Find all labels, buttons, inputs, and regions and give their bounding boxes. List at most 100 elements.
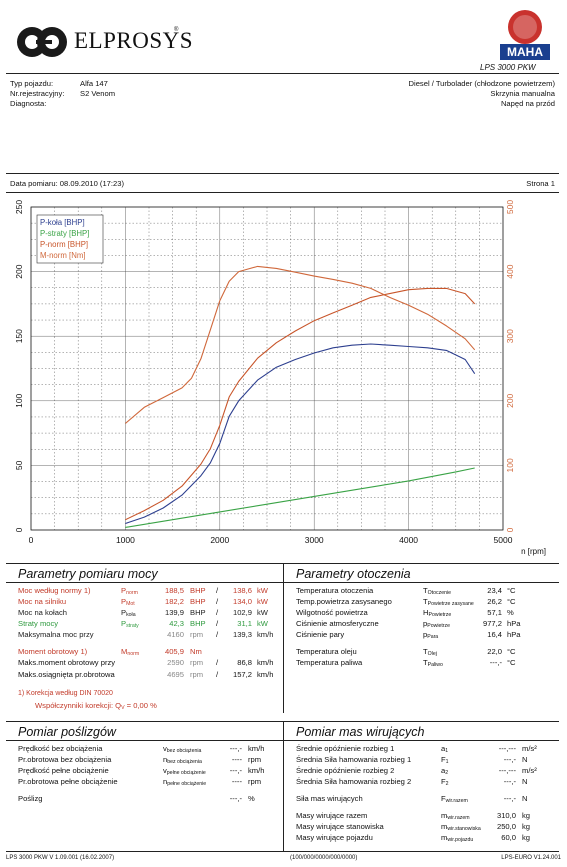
symbol: F1 xyxy=(441,755,449,765)
x-tick-label: 5000 xyxy=(494,535,513,545)
series-line xyxy=(125,287,476,521)
elprosys-logo: ELPROSYS ® xyxy=(16,22,216,62)
footer-center: (100/000/0000/000/0000) xyxy=(290,855,358,861)
symbol: a2 xyxy=(441,766,449,776)
slip-unit: km/h xyxy=(248,744,265,753)
power-param-unit-2: km/h xyxy=(257,630,274,639)
y-left-tick-label: 100 xyxy=(14,393,24,407)
power-params-title-rule xyxy=(6,582,283,583)
measurement-date: Data pomiaru: 08.09.2010 (17:23) xyxy=(10,179,124,188)
x-tick-label: 2000 xyxy=(210,535,229,545)
power-param-value-2: 102,9 xyxy=(232,608,252,617)
symbol: F2 xyxy=(441,777,449,787)
slip-title: Pomiar poślizgów xyxy=(18,725,116,739)
slip-title-rule xyxy=(6,740,283,741)
y-left-tick-label: 250 xyxy=(14,200,24,214)
page-number: Strona 1 xyxy=(526,179,555,188)
mass-unit: N xyxy=(522,755,528,764)
env-param-label: Temp.powietrza zasysanego xyxy=(296,597,392,606)
power-param-unit-2: kW xyxy=(257,586,268,595)
separator: / xyxy=(216,608,219,617)
x-tick-label: 1000 xyxy=(116,535,135,545)
env-param-label: Wilgotność powietrza xyxy=(296,608,368,617)
series-line xyxy=(125,467,475,528)
y-left-tick-label: 50 xyxy=(14,460,24,470)
sections-top-divider xyxy=(6,563,559,564)
date-divider-bottom xyxy=(6,192,559,193)
mass-label: Masy wirujące razem xyxy=(296,811,368,820)
separator: / xyxy=(216,658,219,667)
mass-unit: m/s² xyxy=(522,766,537,775)
gearbox-type: Skrzynia manualna xyxy=(490,89,555,98)
torque-row-value: 2590 xyxy=(167,658,184,667)
torque-row-label: Maks.osiągnięta pr.obrotowa xyxy=(18,670,115,679)
slip-value: ---,- xyxy=(229,766,242,775)
mass-label: Średnie opóźnienie rozbieg 2 xyxy=(296,766,395,775)
power-param-unit: BHP xyxy=(190,597,206,606)
env-param-value: 57,1 xyxy=(487,608,502,617)
correction-factor: Współczynniki korekcji: QV = 0,00 % xyxy=(35,701,157,711)
footer-right: LPS-EURO V1.24.001 xyxy=(501,855,561,861)
slip-value: ---- xyxy=(231,755,242,764)
sections-center-divider xyxy=(283,563,284,713)
plot-frame xyxy=(30,206,504,531)
vehicle-type-label: Typ pojazdu: xyxy=(10,79,54,88)
env-param-label: Temperatura oleju xyxy=(296,647,357,656)
symbol: Mnorm xyxy=(121,647,140,657)
power-param-unit: BHP xyxy=(190,619,206,628)
company-name: ELPROSYS xyxy=(74,28,194,53)
series-line xyxy=(125,265,476,424)
symbol: TPowietrze zasysane xyxy=(423,597,474,607)
symbol: npełne obciążenie xyxy=(163,777,207,787)
maha-logo: MAHA xyxy=(496,8,554,64)
env-param-label: Temperatura paliwa xyxy=(296,658,363,667)
bottom-sections-center-divider xyxy=(283,721,284,851)
legend-entry: M-norm [Nm] xyxy=(40,251,85,260)
separator: / xyxy=(216,586,219,595)
symbol: vpełne obciążenie xyxy=(163,766,206,776)
mass-label: Średnie opóźnienie rozbieg 1 xyxy=(296,744,395,753)
vehicle-type-value: Alfa 147 xyxy=(80,79,108,88)
mass-title: Pomiar mas wirujących xyxy=(296,725,425,739)
mass-label: Masy wirujące pojazdu xyxy=(296,833,373,842)
power-param-unit-2: kW xyxy=(257,597,268,606)
torque-row-label: Maks.moment obrotowy przy xyxy=(18,658,116,667)
mass-label: Średnia Siła hamowania rozbieg 2 xyxy=(296,777,412,786)
env-param-label: Ciśnienie atmosferyczne xyxy=(296,619,379,628)
mass-value: ---,- xyxy=(503,794,516,803)
mass-value: 310,0 xyxy=(496,811,516,820)
legend-box xyxy=(36,214,104,264)
env-param-value: ---,- xyxy=(489,658,502,667)
mass-value: ---,- xyxy=(503,777,516,786)
mass-unit: kg xyxy=(522,811,531,820)
device-name: LPS 3000 PKW xyxy=(480,63,536,72)
y-right-tick-label: 200 xyxy=(505,393,515,407)
power-param-unit: BHP xyxy=(190,608,206,617)
torque-value: 405,9 xyxy=(164,647,184,656)
mass-value: ---,--- xyxy=(498,766,516,775)
symbol: Pnorm xyxy=(121,586,138,596)
symbol: HPowietrze xyxy=(423,608,452,618)
power-param-value-2: 31,1 xyxy=(237,619,252,628)
slip-label: Prędkość bez obciążenia xyxy=(18,744,103,753)
env-params-title: Parametry otoczenia xyxy=(296,567,411,581)
power-param-unit: BHP xyxy=(190,586,206,595)
slip-value: ---,- xyxy=(229,794,242,803)
slip-unit: rpm xyxy=(248,777,262,786)
power-param-unit-2: kW xyxy=(257,619,268,628)
separator: / xyxy=(216,619,219,628)
symbol: a1 xyxy=(441,744,449,754)
env-params-title-rule xyxy=(283,582,559,583)
footer-divider xyxy=(6,851,559,852)
torque-row-value: 4695 xyxy=(167,670,184,679)
separator: / xyxy=(216,630,219,639)
x-tick-label: 3000 xyxy=(305,535,324,545)
mass-unit: N xyxy=(522,777,528,786)
mass-unit: kg xyxy=(522,833,531,842)
legend-entry: P-koła [BHP] xyxy=(40,218,85,227)
power-param-value: 42,3 xyxy=(169,619,184,628)
bottom-sections-top-divider xyxy=(6,721,559,722)
torque-row-unit-2: km/h xyxy=(257,658,274,667)
power-param-unit-2: kW xyxy=(257,608,268,617)
torque-row-value-2: 86,8 xyxy=(237,658,252,667)
